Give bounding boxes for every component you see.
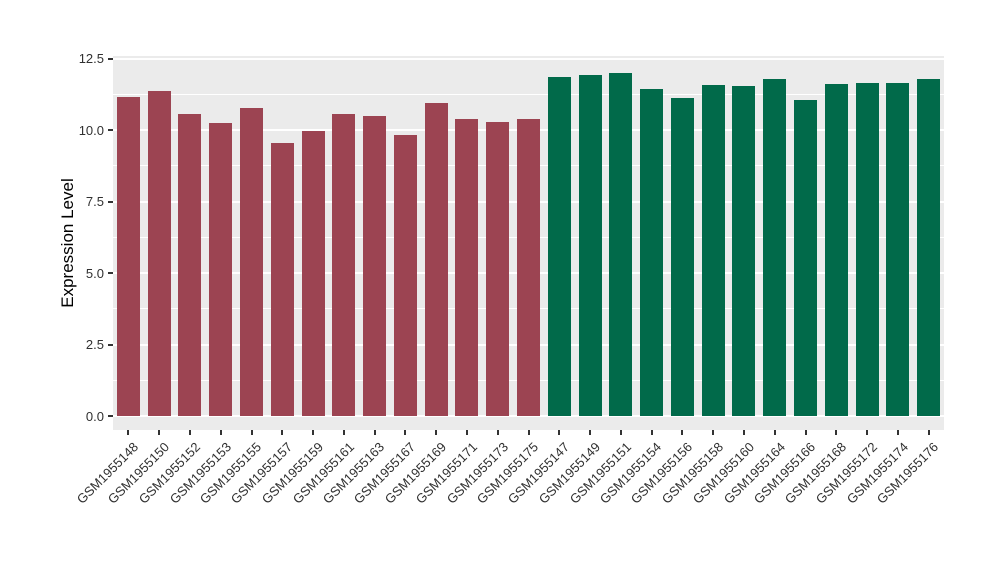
- bar-GSM1955173: [486, 121, 510, 416]
- x-tick-mark: [742, 430, 745, 435]
- y-tick-label: 12.5: [78, 51, 104, 66]
- y-tick-mark: [108, 129, 113, 131]
- x-tick-mark: [465, 430, 468, 435]
- bar-GSM1955166: [794, 99, 817, 416]
- bar-GSM1955155: [240, 108, 263, 416]
- x-tick-mark: [866, 430, 869, 435]
- x-tick-mark: [589, 430, 592, 435]
- bar-GSM1955176: [917, 79, 941, 416]
- y-tick-mark: [108, 57, 113, 60]
- x-tick-mark: [342, 430, 345, 435]
- x-tick-mark: [527, 430, 530, 435]
- x-tick-mark: [712, 430, 715, 435]
- y-tick-label: 10.0: [78, 122, 104, 138]
- bar-GSM1955175: [517, 119, 540, 416]
- bar-GSM1955160: [732, 85, 756, 416]
- bar-GSM1955168: [824, 83, 848, 416]
- x-tick-mark: [219, 430, 222, 435]
- bar-GSM1955169: [424, 103, 448, 416]
- x-tick-mark: [558, 430, 561, 435]
- bar-GSM1955167: [393, 134, 417, 416]
- x-tick-mark: [312, 430, 315, 435]
- plot-panel: [113, 56, 944, 430]
- gridline-minor: [113, 93, 944, 95]
- bar-GSM1955163: [363, 115, 387, 416]
- bar-GSM1955153: [209, 123, 233, 416]
- bar-GSM1955150: [147, 91, 171, 416]
- y-tick-label: 7.5: [85, 194, 104, 209]
- bar-GSM1955156: [670, 97, 694, 416]
- x-tick-mark: [188, 430, 191, 435]
- bar-GSM1955151: [609, 73, 633, 416]
- y-tick-mark: [108, 200, 113, 203]
- x-tick-mark: [435, 430, 438, 435]
- bar-GSM1955148: [116, 97, 140, 416]
- x-tick-mark: [158, 430, 161, 435]
- bar-GSM1955149: [578, 75, 602, 416]
- bar-GSM1955154: [640, 89, 664, 416]
- y-tick-mark: [108, 272, 113, 274]
- x-tick-mark: [681, 430, 684, 435]
- bar-GSM1955174: [886, 82, 910, 416]
- x-tick-mark: [773, 430, 776, 435]
- x-tick-mark: [804, 430, 807, 435]
- bar-GSM1955164: [763, 79, 787, 416]
- x-tick-mark: [281, 430, 284, 435]
- x-tick-mark: [404, 430, 407, 435]
- x-tick-mark: [496, 430, 499, 435]
- x-tick-mark: [896, 430, 899, 435]
- gridline-major: [113, 57, 944, 60]
- y-tick-mark: [108, 343, 113, 346]
- gridline-major: [113, 415, 944, 417]
- bar-GSM1955157: [270, 142, 294, 416]
- y-tick-label: 2.5: [85, 337, 104, 352]
- x-tick-mark: [835, 430, 838, 435]
- y-tick-mark: [108, 415, 113, 417]
- y-tick-label: 0.0: [85, 408, 104, 424]
- x-tick-mark: [250, 430, 253, 435]
- x-tick-mark: [373, 430, 376, 435]
- x-tick-mark: [927, 430, 930, 435]
- x-tick-mark: [650, 430, 653, 435]
- x-tick-mark: [127, 430, 130, 435]
- y-tick-label: 5.0: [85, 265, 104, 281]
- bar-GSM1955158: [701, 85, 725, 416]
- bar-GSM1955161: [332, 114, 356, 416]
- bar-GSM1955172: [855, 83, 879, 416]
- bar-GSM1955171: [455, 119, 479, 416]
- bar-GSM1955159: [301, 130, 325, 416]
- bar-GSM1955152: [178, 113, 202, 416]
- bar-GSM1955147: [547, 77, 571, 416]
- x-tick-mark: [619, 430, 622, 435]
